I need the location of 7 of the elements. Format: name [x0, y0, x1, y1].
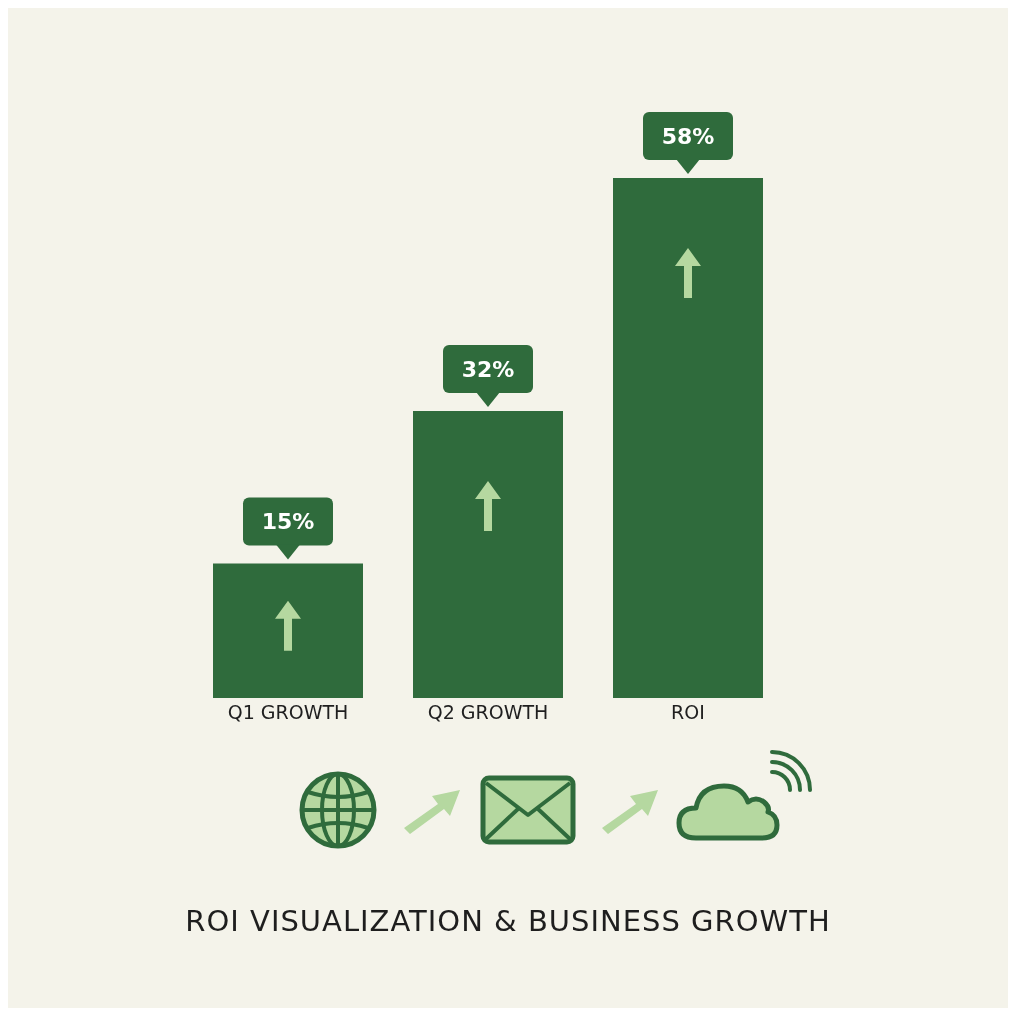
text: ROI VISUALIZATION & BUSINESS GROWTH — [185, 903, 831, 939]
x-tick-label: Q1 GROWTH — [227, 701, 349, 724]
data-label: 15% — [261, 509, 315, 535]
data-label: 58% — [661, 123, 715, 149]
x-tick-label: Q2 GROWTH — [427, 701, 549, 724]
x-tick-label: ROI — [671, 701, 705, 724]
data-label: 32% — [461, 357, 515, 383]
